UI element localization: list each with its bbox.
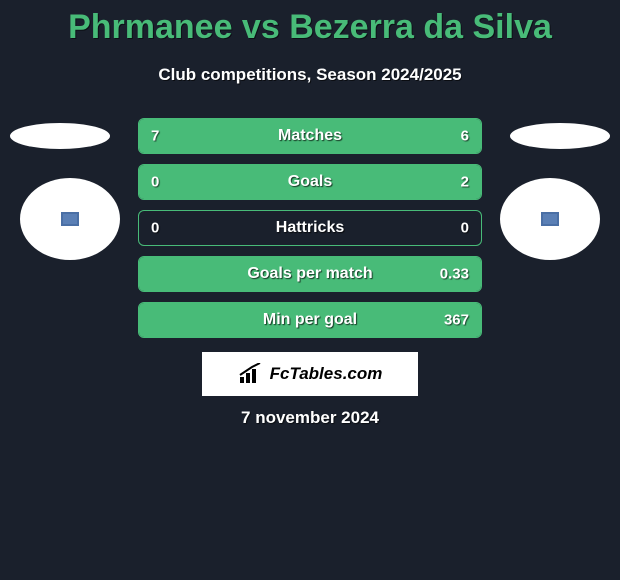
brand-badge: FcTables.com (202, 352, 418, 396)
stat-label: Goals (288, 173, 332, 191)
brand-text: FcTables.com (270, 364, 383, 384)
stat-label: Goals per match (247, 265, 372, 283)
stat-value-right: 2 (461, 174, 469, 191)
stat-value-right: 0 (461, 220, 469, 237)
stat-value-right: 0.33 (440, 266, 469, 283)
stat-row-hattricks: 0 Hattricks 0 (138, 210, 482, 246)
stat-value-left: 7 (151, 128, 159, 145)
stat-row-min-per-goal: Min per goal 367 (138, 302, 482, 338)
page-title: Phrmanee vs Bezerra da Silva (0, 0, 620, 47)
page-subtitle: Club competitions, Season 2024/2025 (0, 65, 620, 85)
stat-label: Min per goal (263, 311, 357, 329)
stat-value-left: 0 (151, 174, 159, 191)
stat-row-goals: 0 Goals 2 (138, 164, 482, 200)
stat-label: Matches (278, 127, 342, 145)
stats-container: 7 Matches 6 0 Goals 2 0 Hattricks 0 Goal… (138, 118, 482, 348)
flag-badge-left (61, 212, 79, 226)
stat-row-matches: 7 Matches 6 (138, 118, 482, 154)
stat-row-goals-per-match: Goals per match 0.33 (138, 256, 482, 292)
stat-fill-right (327, 119, 481, 153)
date-label: 7 november 2024 (0, 408, 620, 428)
player-oval-left (10, 123, 110, 149)
flag-badge-right (541, 212, 559, 226)
player-avatar-right (500, 178, 600, 260)
player-oval-right (510, 123, 610, 149)
stat-value-left: 0 (151, 220, 159, 237)
stat-value-right: 367 (444, 312, 469, 329)
stat-value-right: 6 (461, 128, 469, 145)
chart-icon (238, 363, 264, 385)
stat-label: Hattricks (276, 219, 344, 237)
player-avatar-left (20, 178, 120, 260)
